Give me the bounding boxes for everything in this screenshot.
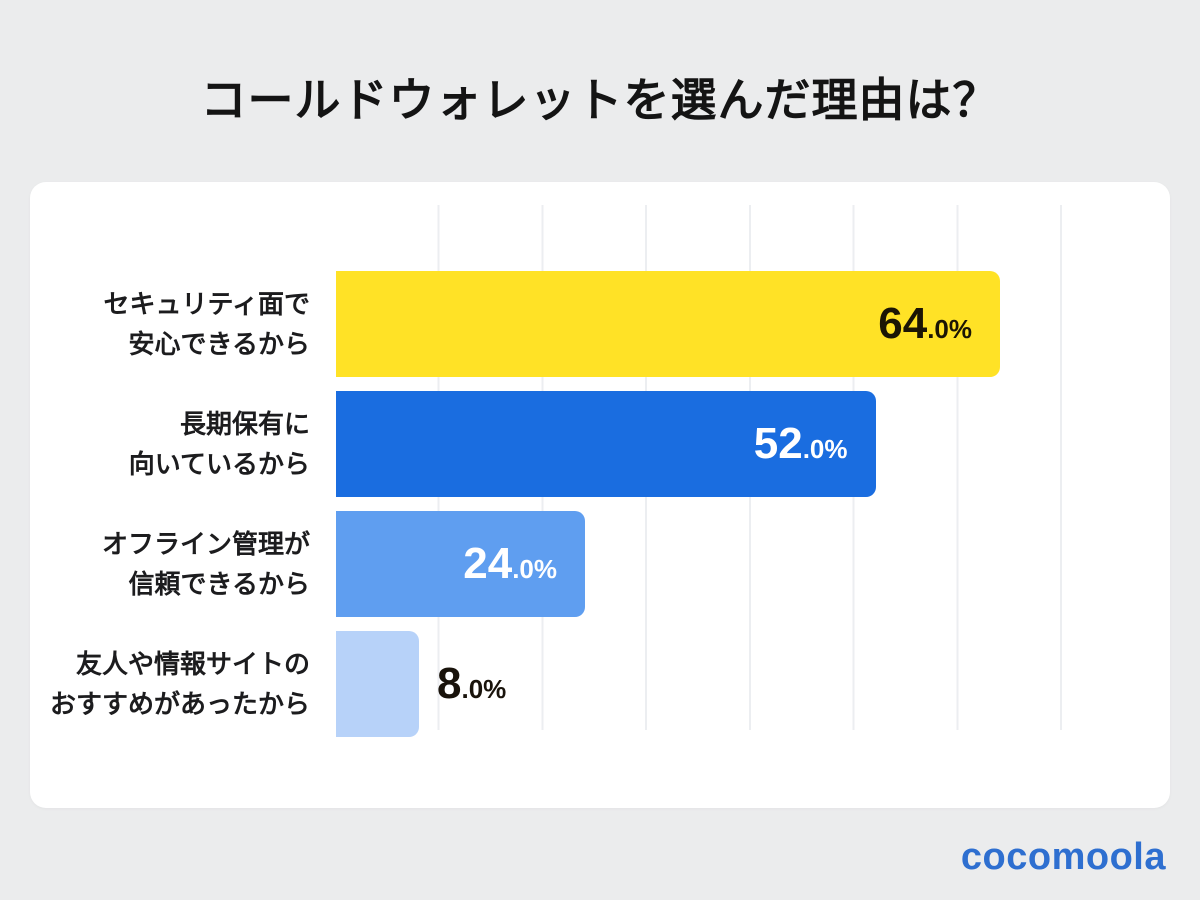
chart-card: セキュリティ面で 安心できるから 64.0% 長期保有に 向いているから 52 [30,182,1170,808]
bar-area: 64.0% [336,271,1170,377]
bar-value-suffix: .0% [512,554,557,584]
category-label: セキュリティ面で 安心できるから [30,284,336,365]
bar-value: 8.0% [437,659,506,709]
bar: 8.0% [336,631,506,737]
bar-area: 8.0% [336,631,1170,737]
bar-area: 24.0% [336,511,1170,617]
chart-row-longterm: 長期保有に 向いているから 52.0% [30,384,1170,504]
category-label: 友人や情報サイトの おすすめがあったから [30,644,336,725]
bar: 64.0% [336,271,1000,377]
category-label-line2: おすすめがあったから [49,689,310,719]
bar-value: 52.0% [754,419,848,469]
category-label-line2: 安心できるから [128,329,310,359]
bar-value-suffix: .0% [927,314,972,344]
bar-value-main: 8 [437,659,462,708]
bar-chart: セキュリティ面で 安心できるから 64.0% 長期保有に 向いているから 52 [30,264,1170,744]
bar-value-main: 64 [878,299,928,348]
category-label: 長期保有に 向いているから [30,404,336,485]
category-label-line1: セキュリティ面で [103,288,310,319]
bar-value-suffix: .0% [461,674,507,704]
chart-row-security: セキュリティ面で 安心できるから 64.0% [30,264,1170,384]
category-label-line2: 向いているから [128,449,310,479]
bar-value-main: 52 [753,419,803,468]
bar: 24.0% [336,511,585,617]
bar: 52.0% [336,391,876,497]
chart-row-offline: オフライン管理が 信頼できるから 24.0% [30,504,1170,624]
bar-area: 52.0% [336,391,1170,497]
page-title: コールドウォレットを選んだ理由は？ [200,74,1000,126]
bar-value-suffix: .0% [802,434,848,464]
bar-value: 64.0% [878,299,972,349]
category-label-line2: 信頼できるから [128,569,310,599]
category-label-line1: 長期保有に [179,408,310,439]
bar-value-main: 24 [463,539,513,588]
cocomoola-logo: cocomoola [960,836,1166,878]
category-label-line1: オフライン管理が [101,528,310,559]
chart-row-recommendation: 友人や情報サイトの おすすめがあったから 8.0% [30,624,1170,744]
bar-value: 24.0% [463,539,557,589]
category-label: オフライン管理が 信頼できるから [30,524,336,605]
category-label-line1: 友人や情報サイトの [75,648,310,679]
